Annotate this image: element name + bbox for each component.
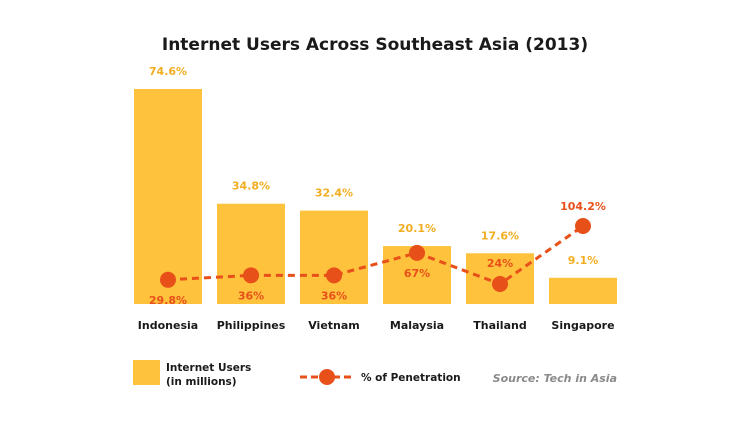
penetration-point <box>492 276 508 292</box>
category-label: Vietnam <box>308 319 360 332</box>
bar-philippines <box>217 203 285 304</box>
category-label: Philippines <box>217 319 286 332</box>
penetration-point <box>243 267 259 284</box>
label-group: 74.6% Indonesia 34.8% Philippines 32.4% Vietn… <box>138 65 615 332</box>
penetration-label: 36% <box>238 289 264 302</box>
legend-bar-label-line2: (in millions) <box>166 376 237 388</box>
legend-bar-label-line1: Internet Users <box>166 362 251 374</box>
bar-value-label: 17.6% <box>481 229 519 242</box>
legend: Internet Users (in millions) % of Penetr… <box>133 360 461 388</box>
penetration-label: 36% <box>321 289 347 302</box>
penetration-label: 29.8% <box>149 294 187 307</box>
category-label: Thailand <box>473 319 526 332</box>
legend-bar-swatch <box>133 360 160 385</box>
penetration-point <box>409 244 425 261</box>
category-label: Malaysia <box>390 319 444 332</box>
chart-title: Internet Users Across Southeast Asia (20… <box>162 35 588 55</box>
legend-line-marker <box>319 369 335 385</box>
legend-line-label: % of Penetration <box>361 372 461 384</box>
penetration-label: 67% <box>404 267 430 280</box>
penetration-point <box>160 271 176 288</box>
bar-indonesia <box>134 89 202 304</box>
bar-value-label: 9.1% <box>568 254 599 267</box>
bar-singapore <box>549 277 617 304</box>
bar-group <box>134 89 617 304</box>
source-note: Source: Tech in Asia <box>493 372 617 385</box>
category-label: Singapore <box>551 319 614 332</box>
bar-vietnam <box>300 210 368 304</box>
bar-value-label: 34.8% <box>232 180 270 193</box>
penetration-label: 104.2% <box>560 200 606 213</box>
penetration-point <box>575 218 591 234</box>
penetration-label: 24% <box>487 257 513 270</box>
penetration-point <box>326 267 342 284</box>
penetration-line-group <box>160 218 591 292</box>
bar-value-label: 32.4% <box>315 187 353 200</box>
bar-value-label: 20.1% <box>398 222 436 235</box>
category-label: Indonesia <box>138 319 198 332</box>
penetration-line <box>167 224 584 286</box>
bar-value-label: 74.6% <box>149 65 187 78</box>
